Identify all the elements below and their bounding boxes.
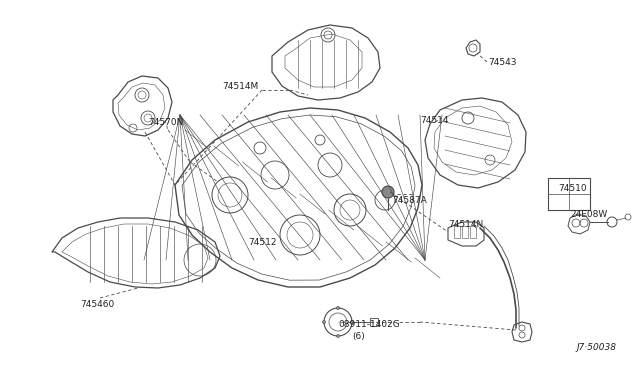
Text: 74514M: 74514M <box>222 82 259 91</box>
Text: 74570N: 74570N <box>148 118 184 127</box>
Circle shape <box>382 186 394 198</box>
Text: J7·50038: J7·50038 <box>576 343 616 352</box>
Text: 74512: 74512 <box>248 238 276 247</box>
Text: (6): (6) <box>352 332 365 341</box>
Text: 74543: 74543 <box>488 58 516 67</box>
Text: 74514: 74514 <box>420 116 449 125</box>
Text: 08911-1402G: 08911-1402G <box>338 320 400 329</box>
Bar <box>470 226 476 238</box>
Bar <box>370 318 378 326</box>
Bar <box>462 226 468 238</box>
Text: 74510: 74510 <box>558 184 587 193</box>
Text: 24E08W: 24E08W <box>570 210 607 219</box>
Text: 74514N: 74514N <box>448 220 483 229</box>
Text: 74587A: 74587A <box>392 196 427 205</box>
Text: 745460: 745460 <box>80 300 115 309</box>
Bar <box>454 226 460 238</box>
